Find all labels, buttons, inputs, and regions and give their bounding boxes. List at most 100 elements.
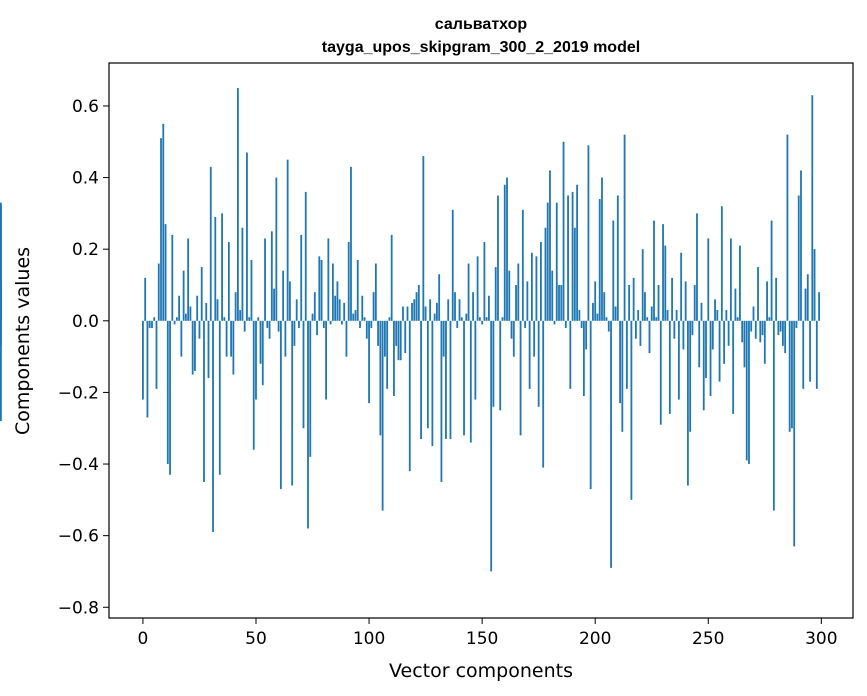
bar-152 xyxy=(485,317,488,321)
bar-76 xyxy=(313,292,316,321)
bar-30 xyxy=(209,166,212,321)
bar-12 xyxy=(169,320,171,475)
bar-161 xyxy=(506,177,508,321)
bar-77 xyxy=(316,320,318,336)
y-axis-label: Components values xyxy=(12,247,34,435)
bar-197 xyxy=(587,145,590,321)
bar-221 xyxy=(641,249,644,321)
bar-278 xyxy=(770,220,773,321)
bar-179 xyxy=(546,202,549,321)
bar-118 xyxy=(408,320,411,472)
bar-275 xyxy=(763,320,766,364)
bar-252 xyxy=(711,320,714,350)
bar-128 xyxy=(431,320,434,447)
bar-126 xyxy=(426,320,429,429)
bar-181 xyxy=(551,270,554,321)
bar-43 xyxy=(239,310,242,321)
bar-0 xyxy=(142,320,144,400)
bar-46 xyxy=(246,152,248,321)
bar-62 xyxy=(282,270,285,321)
bar-239 xyxy=(682,320,685,350)
bar-28 xyxy=(205,302,208,321)
bar-47 xyxy=(248,317,251,321)
bar-72 xyxy=(304,191,307,321)
x-tick-label: 0 xyxy=(138,629,149,649)
bar-63 xyxy=(284,320,287,357)
bar-96 xyxy=(359,320,361,328)
bar-113 xyxy=(397,320,400,361)
bar-178 xyxy=(544,227,547,321)
bar-192 xyxy=(576,184,579,321)
y-tick-label: 0.4 xyxy=(72,169,99,189)
bar-204 xyxy=(603,292,606,321)
bar-261 xyxy=(732,320,735,414)
bar-93 xyxy=(352,313,355,321)
bar-237 xyxy=(677,320,680,400)
x-tick-label: 200 xyxy=(579,629,611,649)
bar-92 xyxy=(350,166,352,321)
bar-242 xyxy=(689,320,692,432)
bar-294 xyxy=(806,274,809,321)
bar-44 xyxy=(241,227,244,321)
bar-112 xyxy=(395,320,398,346)
bar-91 xyxy=(347,242,350,321)
bar-39 xyxy=(230,320,233,357)
x-tick-label: 50 xyxy=(245,629,267,649)
bar-undefined xyxy=(0,320,2,422)
bar-198 xyxy=(589,320,592,490)
bar-253 xyxy=(714,299,716,321)
bar-49 xyxy=(252,320,255,450)
bar-184 xyxy=(558,285,560,321)
bar-150 xyxy=(481,320,484,325)
y-tick-label: −0.8 xyxy=(58,598,99,618)
bar-67 xyxy=(293,320,296,346)
bar-163 xyxy=(510,320,513,339)
bar-23 xyxy=(194,320,196,371)
bar-233 xyxy=(668,320,671,414)
bar-286 xyxy=(788,320,791,432)
bar-31 xyxy=(212,320,214,533)
bar-215 xyxy=(628,285,631,321)
bar-100 xyxy=(368,320,370,404)
bar-273 xyxy=(759,320,762,343)
bar-164 xyxy=(512,320,515,357)
bar-230 xyxy=(662,224,664,321)
bar-129 xyxy=(433,313,436,321)
bar-225 xyxy=(650,306,653,321)
bar-6 xyxy=(155,320,158,389)
plot-frame xyxy=(108,62,854,619)
bar-268 xyxy=(748,320,750,465)
bar-217 xyxy=(632,277,635,321)
bar-228 xyxy=(657,285,660,321)
bar-145 xyxy=(469,320,472,443)
bar-20 xyxy=(187,238,190,321)
bar-180 xyxy=(549,170,551,321)
bar-8 xyxy=(160,138,162,321)
x-axis-ticks: 0 50 100 150 200 250 300 xyxy=(138,618,838,649)
bar-187 xyxy=(564,320,567,328)
bar-110 xyxy=(390,234,393,321)
bar-222 xyxy=(644,292,646,321)
bar-80 xyxy=(322,320,325,328)
bar-236 xyxy=(675,310,678,321)
bar-185 xyxy=(560,285,563,321)
bar-154 xyxy=(490,320,493,572)
bar-280 xyxy=(775,277,778,321)
x-tick-label: 100 xyxy=(353,629,385,649)
bar-134 xyxy=(445,320,447,439)
bar-3 xyxy=(148,320,151,328)
bar-117 xyxy=(406,306,409,321)
x-tick-label: 300 xyxy=(805,629,837,649)
bar-207 xyxy=(610,320,612,568)
bar-232 xyxy=(666,310,669,321)
bar-1 xyxy=(144,277,147,321)
bar-90 xyxy=(345,320,348,357)
bar-84 xyxy=(331,263,334,321)
bar-168 xyxy=(521,209,524,321)
bar-24 xyxy=(196,295,199,321)
bar-288 xyxy=(793,320,796,547)
bar-173 xyxy=(533,320,536,357)
bar-97 xyxy=(361,295,364,321)
bar-260 xyxy=(729,238,732,321)
bar-234 xyxy=(671,277,673,321)
